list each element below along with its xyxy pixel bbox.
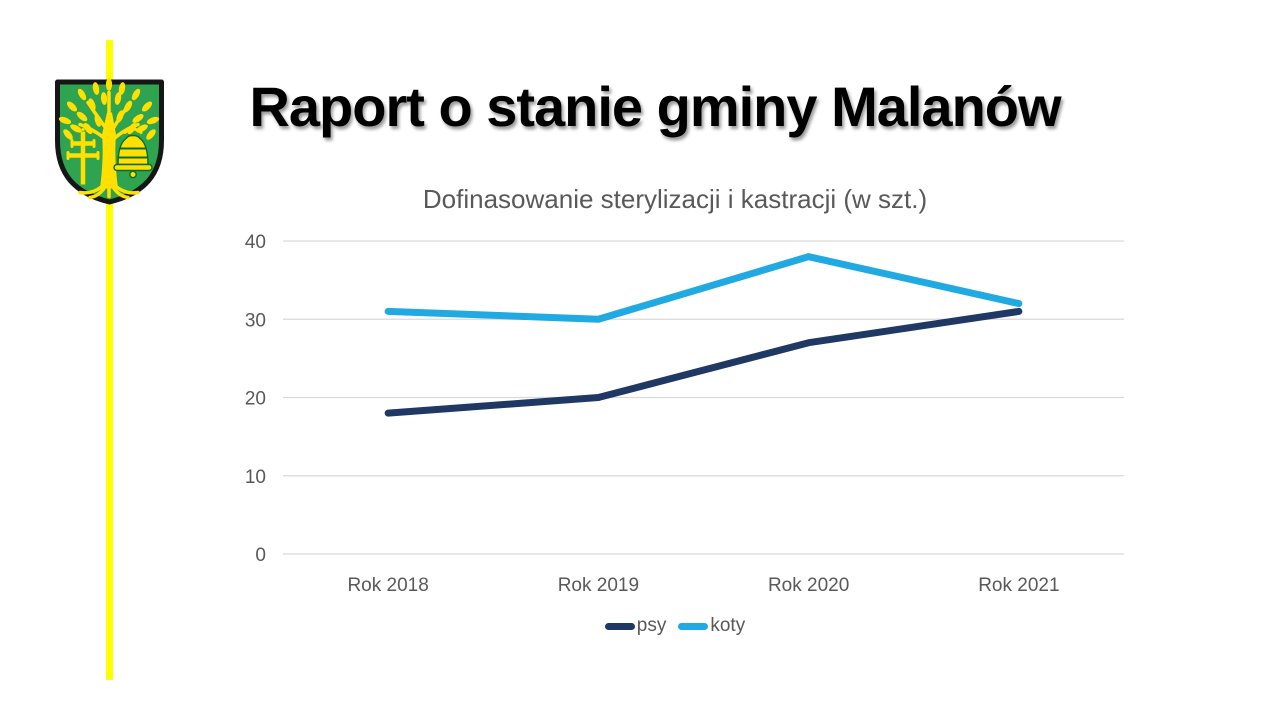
oak-leaf: [105, 78, 113, 91]
y-tick-label: 40: [245, 232, 266, 253]
oak-leaf: [146, 116, 160, 125]
chart-title: Dofinasowanie sterylizacji i kastracji (…: [422, 184, 928, 214]
y-tick-label: 30: [245, 310, 266, 331]
oak-leaf: [63, 129, 73, 140]
series-line-koty: [384, 253, 1023, 323]
oak-leaf: [146, 129, 156, 140]
oak-leaf: [118, 82, 126, 95]
y-tick-label: 0: [255, 545, 266, 566]
legend-item-koty: koty: [678, 615, 745, 637]
x-axis-label: Rok 2021: [978, 575, 1059, 596]
oak-leaf: [58, 116, 72, 125]
slide-title: Raport o stanie gminy Malanów: [249, 75, 1061, 138]
oak-leaf: [66, 101, 78, 112]
legend-swatch-psy: [604, 622, 635, 630]
oak-leaf: [116, 110, 124, 123]
y-tick-label: 20: [245, 389, 266, 410]
x-axis-label: Rok 2019: [558, 575, 639, 596]
legend-item-psy: psy: [604, 615, 667, 637]
oak-leaf: [70, 124, 82, 133]
y-tick-label: 10: [245, 467, 266, 488]
legend-label: koty: [710, 615, 746, 636]
oak-leaf: [141, 101, 153, 112]
oak-leaf: [83, 122, 93, 135]
legend-swatch-koty: [678, 622, 709, 630]
oak-leaf: [76, 111, 88, 122]
oak-leaf: [114, 92, 122, 105]
oak-leaf: [77, 88, 87, 101]
malanow-coat-of-arms-icon: [55, 78, 164, 205]
x-axis-label: Rok 2018: [347, 575, 428, 596]
legend-label: psy: [636, 615, 667, 636]
x-axis-label: Rok 2020: [768, 575, 849, 596]
oak-leaf: [88, 98, 96, 111]
oak-leaf: [94, 114, 102, 127]
oak-leaf: [92, 82, 100, 95]
oak-leaf: [132, 114, 144, 123]
vertical-accent-line: [106, 40, 113, 680]
oak-leaf: [131, 88, 141, 101]
oak-leaf: [123, 100, 133, 113]
series-line-psy: [384, 307, 1023, 417]
chart-legend: psy koty: [230, 613, 1120, 639]
oak-leaf: [100, 92, 108, 105]
